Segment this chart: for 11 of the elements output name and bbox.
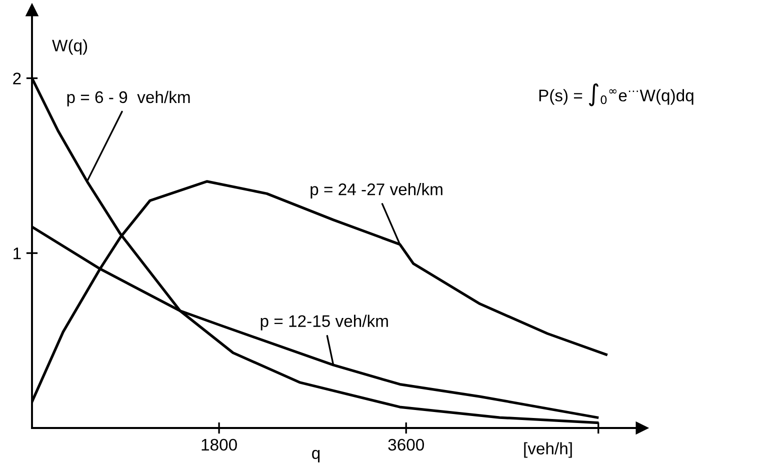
- series-label: p = 24 -27 veh/km: [310, 182, 442, 199]
- x-axis-title: q: [312, 450, 320, 462]
- x-tick-label: 1800: [202, 438, 237, 451]
- text: [veh/h]: [524, 442, 572, 458]
- x-tick-label: 3600: [388, 438, 424, 451]
- series-label: p = 6 - 9 veh/km: [67, 90, 190, 106]
- series-label: p = 12-15 veh/km: [260, 314, 388, 330]
- y-tick-label: 2: [13, 72, 21, 84]
- annotation: P(s) = ∫$_{0}$$^{∞}$e$^{⋯}$W(q)dq: [539, 83, 694, 106]
- y-axis-title: W(q): [52, 39, 88, 55]
- y-tick-label: 1: [14, 248, 21, 260]
